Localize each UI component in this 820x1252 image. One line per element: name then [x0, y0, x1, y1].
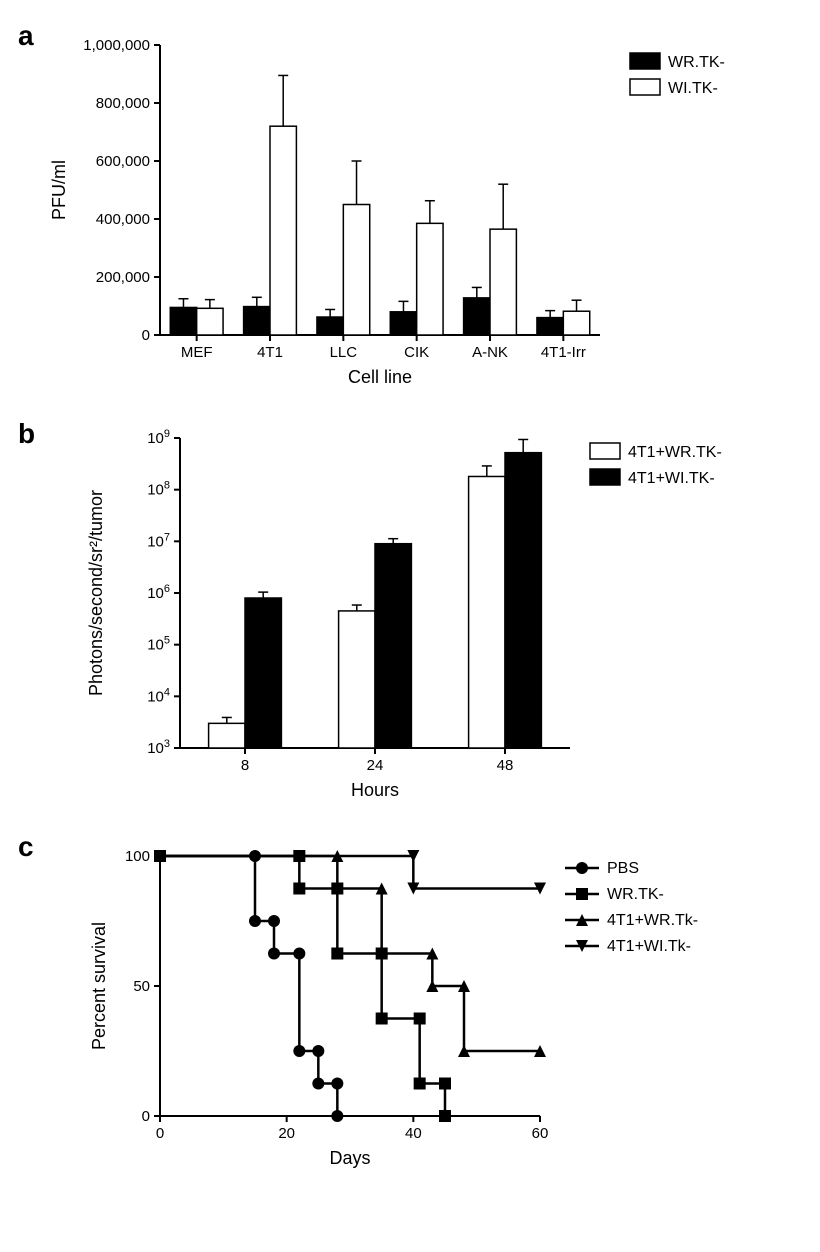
svg-text:109: 109	[147, 428, 170, 447]
svg-text:Days: Days	[329, 1148, 370, 1168]
svg-text:108: 108	[147, 480, 170, 499]
svg-text:105: 105	[147, 635, 170, 654]
svg-text:60: 60	[532, 1125, 549, 1142]
svg-text:Cell line: Cell line	[348, 367, 412, 387]
chart-b: 103 104 105 106 107 108 109 Photons/second/sr²/…	[10, 418, 810, 813]
svg-text:4T1+WR.Tk-: 4T1+WR.Tk-	[607, 912, 698, 929]
svg-text:LLC: LLC	[330, 344, 358, 361]
svg-text:20: 20	[278, 1125, 295, 1142]
svg-text:Hours: Hours	[351, 780, 399, 800]
svg-text:Photons/second/sr²/tumor: Photons/second/sr²/tumor	[86, 490, 106, 696]
panel-a-label: a	[18, 20, 34, 52]
svg-text:50: 50	[133, 978, 150, 995]
svg-text:104: 104	[147, 686, 170, 705]
svg-text:CIK: CIK	[404, 344, 429, 361]
svg-text:100: 100	[125, 848, 150, 865]
svg-text:4T1+WI.Tk-: 4T1+WI.Tk-	[607, 938, 691, 955]
svg-text:40: 40	[405, 1125, 422, 1142]
svg-text:4T1-Irr: 4T1-Irr	[541, 344, 586, 361]
svg-text:0: 0	[142, 327, 150, 344]
svg-text:1,000,000: 1,000,000	[83, 37, 150, 54]
svg-text:800,000: 800,000	[96, 95, 150, 112]
svg-text:4T1+WR.TK-: 4T1+WR.TK-	[628, 444, 722, 461]
svg-text:106: 106	[147, 583, 170, 602]
svg-text:4T1: 4T1	[257, 344, 283, 361]
svg-text:WR.TK-: WR.TK-	[607, 886, 664, 903]
svg-text:8: 8	[241, 757, 249, 774]
svg-text:PBS: PBS	[607, 860, 639, 877]
panel-c-label: c	[18, 831, 34, 863]
panel-b: b 103 104 105 106 107 108 109 Photons/second/sr…	[10, 418, 810, 813]
svg-text:A-NK: A-NK	[472, 344, 508, 361]
svg-text:200,000: 200,000	[96, 269, 150, 286]
svg-text:0: 0	[142, 1108, 150, 1125]
chart-a: 0 200,000 400,000 600,000 800,000 1,000,000 PF…	[10, 20, 810, 400]
svg-text:0: 0	[156, 1125, 164, 1142]
svg-text:400,000: 400,000	[96, 211, 150, 228]
svg-text:48: 48	[497, 757, 514, 774]
panel-a: a 0 200,000 400,000 600,000 800,000 1,000,000…	[10, 20, 810, 400]
svg-text:24: 24	[367, 757, 384, 774]
svg-text:PFU/ml: PFU/ml	[49, 160, 69, 220]
svg-text:600,000: 600,000	[96, 153, 150, 170]
svg-text:WR.TK-: WR.TK-	[668, 54, 725, 71]
svg-text:107: 107	[147, 531, 170, 550]
panel-c: c 0 20 40 60 0 50 100 Percent survival Days PBS WR…	[10, 831, 810, 1191]
svg-text:MEF: MEF	[181, 344, 213, 361]
panel-b-label: b	[18, 418, 35, 450]
chart-c: 0 20 40 60 0 50 100 Percent survival Days PBS WR.T…	[10, 831, 810, 1191]
svg-text:103: 103	[147, 738, 170, 757]
svg-text:Percent survival: Percent survival	[89, 922, 109, 1050]
svg-text:WI.TK-: WI.TK-	[668, 80, 718, 97]
svg-text:4T1+WI.TK-: 4T1+WI.TK-	[628, 470, 715, 487]
